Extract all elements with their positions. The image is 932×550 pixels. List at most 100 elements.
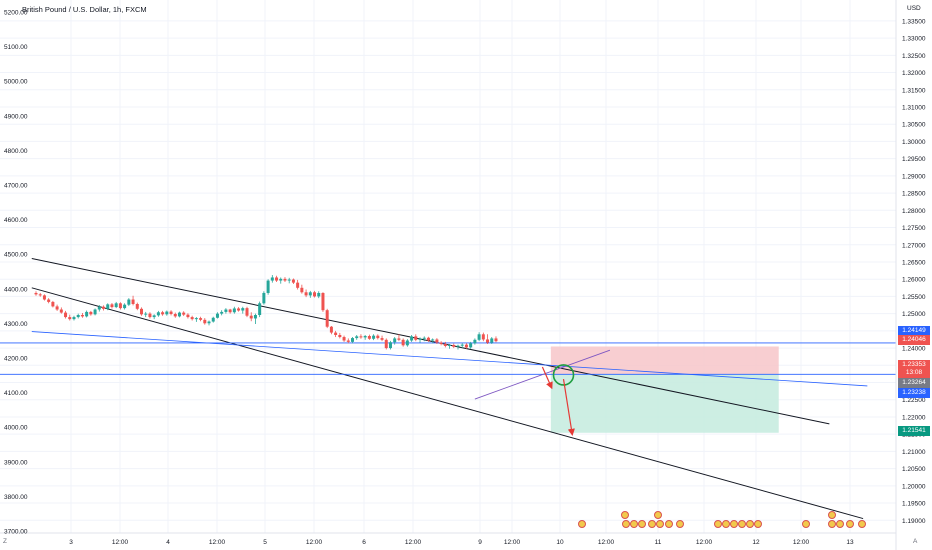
currency-label[interactable]: USD: [907, 5, 921, 12]
candle: [291, 279, 295, 283]
auto-scale-button[interactable]: A: [913, 538, 918, 545]
symbol-title[interactable]: British Pound / U.S. Dollar, 1h, FXCM: [22, 5, 147, 14]
event-flag-icon[interactable]: [828, 520, 836, 528]
channel-lower-line: [31, 287, 864, 520]
candle: [469, 343, 473, 348]
candle: [106, 304, 110, 309]
grid: [0, 0, 896, 533]
left-price-axis: 5200.00 5100.00 5000.00 4900.00 4800.00 4700.…: [4, 10, 28, 536]
candle: [118, 303, 122, 309]
event-flag-icon[interactable]: [676, 520, 684, 528]
event-flag-icon[interactable]: [578, 520, 586, 528]
candle: [165, 311, 169, 315]
left-axis-tick: 4600.00: [4, 217, 28, 224]
right-axis-tick: 1.28500: [902, 191, 926, 198]
event-flag-icon[interactable]: [738, 520, 746, 528]
time-axis-tick: 12:00: [793, 539, 810, 546]
price-tag: 13:08: [898, 368, 930, 378]
event-flag-icon[interactable]: [648, 520, 656, 528]
right-axis-tick: 1.26000: [902, 277, 926, 284]
event-flag-icon[interactable]: [621, 511, 629, 519]
event-flag-icon[interactable]: [714, 520, 722, 528]
candle: [283, 278, 287, 281]
candle: [102, 306, 106, 309]
event-flag-icon[interactable]: [836, 520, 844, 528]
right-axis-tick: 1.30500: [902, 122, 926, 129]
event-flag-icon[interactable]: [802, 520, 810, 528]
candle: [156, 312, 160, 316]
time-axis-tick: 9: [478, 539, 482, 546]
candle: [131, 299, 135, 304]
event-flag-icon[interactable]: [754, 520, 762, 528]
candle: [439, 342, 443, 344]
candle: [464, 344, 468, 348]
candle: [325, 310, 329, 327]
left-axis-tick: 4100.00: [4, 390, 28, 397]
candle: [486, 339, 490, 343]
candle: [300, 287, 304, 293]
candle: [460, 344, 464, 346]
right-axis-tick: 1.31000: [902, 104, 926, 111]
right-axis-tick: 1.24000: [902, 346, 926, 353]
candle: [443, 343, 447, 347]
candle: [76, 315, 80, 318]
time-axis-tick: 5: [263, 539, 267, 546]
candle: [418, 338, 422, 340]
trend-line: [31, 331, 868, 387]
event-flag-icon[interactable]: [656, 520, 664, 528]
candle: [304, 292, 308, 296]
event-flag-icon[interactable]: [722, 520, 730, 528]
left-axis-tick: 5200.00: [4, 10, 28, 17]
candle: [110, 304, 114, 308]
right-axis-tick: 1.25000: [902, 311, 926, 318]
left-axis-tick: 5000.00: [4, 79, 28, 86]
left-axis-tick: 4800.00: [4, 148, 28, 155]
candle: [266, 280, 270, 293]
left-axis-tick: 5100.00: [4, 44, 28, 51]
candle: [194, 318, 198, 320]
candle: [473, 339, 477, 344]
time-axis-tick: 12:00: [112, 539, 129, 546]
candle: [490, 338, 494, 343]
event-flag-icon[interactable]: [638, 520, 646, 528]
event-flag-icon[interactable]: [622, 520, 630, 528]
left-axis-tick: 4200.00: [4, 356, 28, 363]
zoom-icon[interactable]: Z: [3, 538, 7, 545]
price-tag: 1.24149: [898, 326, 930, 336]
event-flag-icon[interactable]: [665, 520, 673, 528]
right-price-axis: 1.33500 1.33000 1.32500 1.32000 1.31500 1.310…: [902, 18, 926, 524]
candle: [127, 299, 131, 305]
candle: [258, 303, 262, 316]
candle: [85, 311, 89, 317]
event-flag-icon[interactable]: [828, 511, 836, 519]
price-tag: 1.23238: [898, 388, 930, 398]
left-axis-tick: 4700.00: [4, 183, 28, 190]
candle: [232, 308, 236, 313]
event-flag-icon[interactable]: [846, 520, 854, 528]
right-axis-tick: 1.27500: [902, 225, 926, 232]
time-axis-tick: 12:00: [504, 539, 521, 546]
candle: [494, 338, 498, 342]
candle: [410, 336, 414, 341]
candle: [448, 344, 452, 347]
candle: [135, 303, 139, 309]
event-flag-icon[interactable]: [730, 520, 738, 528]
candle: [338, 334, 342, 338]
candle: [426, 337, 430, 341]
event-flag-icon[interactable]: [630, 520, 638, 528]
candle: [203, 319, 207, 324]
event-flag-icon[interactable]: [654, 511, 662, 519]
candle: [405, 340, 409, 346]
time-axis-tick: 12:00: [209, 539, 226, 546]
candle: [80, 315, 84, 317]
candle: [342, 337, 346, 341]
right-axis-tick: 1.25500: [902, 294, 926, 301]
candle: [275, 277, 279, 281]
event-flag-icon[interactable]: [858, 520, 866, 528]
candle: [207, 321, 211, 324]
candle: [456, 345, 460, 347]
candle: [401, 339, 405, 346]
event-flag-icon[interactable]: [746, 520, 754, 528]
candle: [72, 317, 76, 320]
